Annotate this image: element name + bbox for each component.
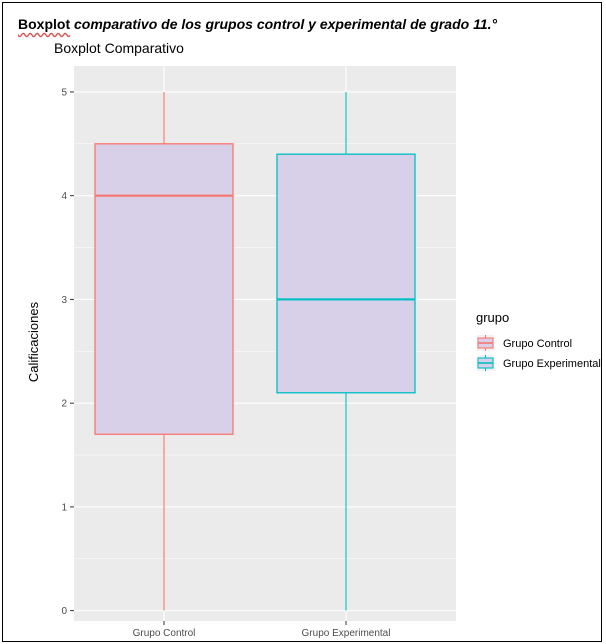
- legend-label: Grupo Control: [503, 338, 572, 350]
- caption-rest: comparativo de los grupos control y expe…: [70, 16, 498, 32]
- figure-caption: Boxplot comparativo de los grupos contro…: [18, 16, 604, 32]
- y-tick-label: 2: [61, 399, 67, 410]
- y-tick-label: 3: [61, 295, 67, 306]
- caption-lead: Boxplot: [18, 16, 71, 32]
- boxes: [94, 91, 416, 611]
- box-iqr: [94, 143, 234, 435]
- y-tick-label: 1: [61, 502, 67, 513]
- legend: grupo Grupo Control Grupo Experimental: [476, 310, 601, 371]
- x-tick-label: Grupo Control: [133, 628, 196, 639]
- y-tick-label: 5: [61, 87, 67, 98]
- legend-item-1: Grupo Experimental: [477, 355, 601, 371]
- x-axis: Grupo Control Grupo Experimental: [133, 621, 391, 639]
- chart-title: Boxplot Comparativo: [54, 40, 184, 56]
- x-tick-label: Grupo Experimental: [302, 628, 391, 639]
- legend-label: Grupo Experimental: [503, 358, 601, 370]
- box-iqr: [276, 153, 416, 394]
- y-axis: 0 1 2 3 4 5: [61, 87, 74, 617]
- legend-title: grupo: [476, 310, 509, 325]
- y-tick-label: 4: [61, 191, 67, 202]
- y-axis-label: Calificaciones: [26, 301, 41, 382]
- box-0: [94, 91, 234, 611]
- box-1: [276, 91, 416, 611]
- y-tick-label: 0: [61, 606, 67, 617]
- legend-item-0: Grupo Control: [477, 335, 572, 351]
